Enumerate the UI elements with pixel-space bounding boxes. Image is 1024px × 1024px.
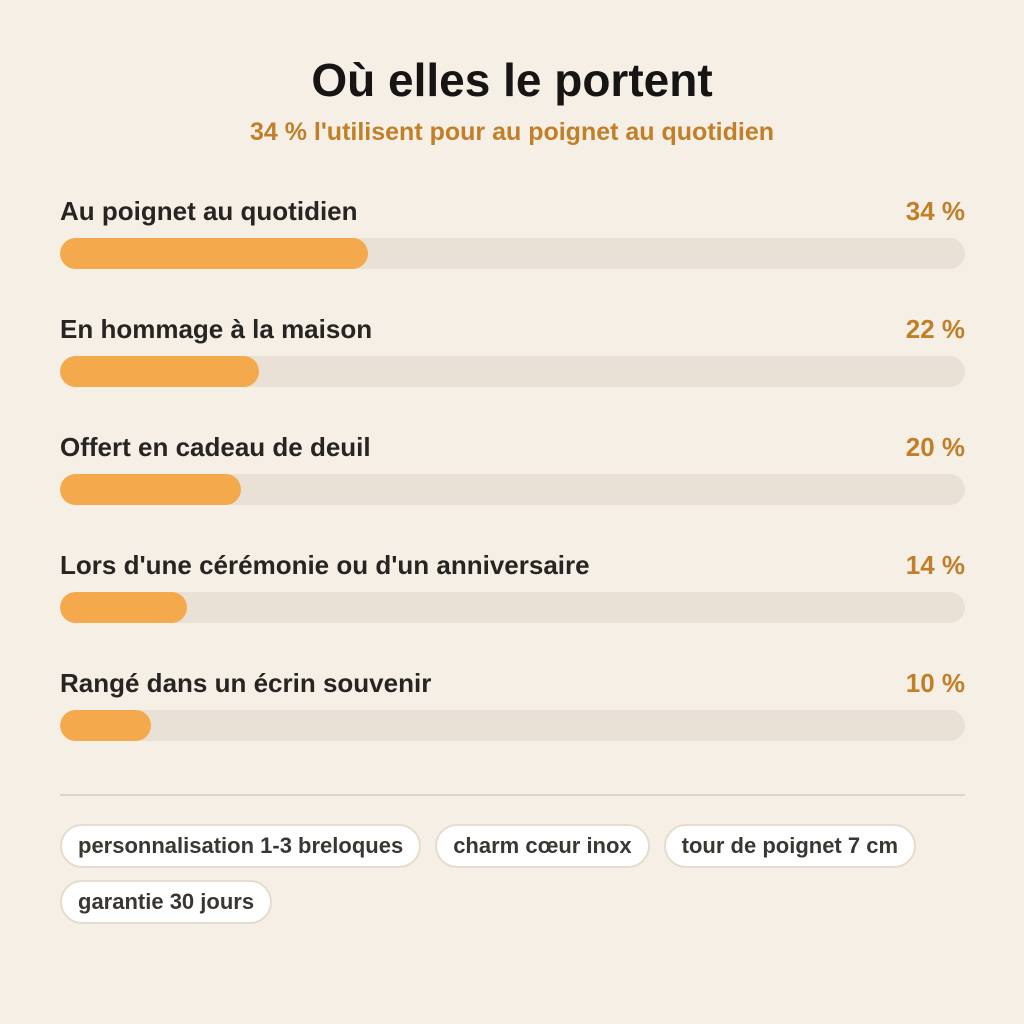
bar-value-label: 34 % bbox=[905, 196, 965, 226]
feature-tag: tour de poignet 7 cm bbox=[663, 824, 917, 868]
bar-row: En hommage à la maison 22 % bbox=[60, 311, 965, 429]
bar-fill bbox=[60, 710, 151, 741]
bar-chart: Au poignet au quotidien 34 % En hommage à … bbox=[60, 193, 965, 783]
chart-title: Où elles le portent bbox=[311, 54, 713, 106]
feature-tag: personnalisation 1-3 breloques bbox=[60, 824, 422, 868]
bar-label: Lors d'une cérémonie ou d'un anniversair… bbox=[60, 550, 590, 580]
bar-track bbox=[60, 710, 965, 741]
bar-fill bbox=[60, 592, 187, 623]
bar-value-label: 10 % bbox=[905, 668, 965, 698]
bar-track bbox=[60, 356, 965, 387]
feature-tag: charm cœur inox bbox=[435, 824, 650, 868]
bar-fill bbox=[60, 356, 259, 387]
bar-row: Rangé dans un écrin souvenir 10 % bbox=[60, 665, 965, 783]
bar-label: En hommage à la maison bbox=[60, 314, 373, 344]
bar-track bbox=[60, 474, 965, 505]
bar-fill bbox=[60, 474, 241, 505]
bar-label: Rangé dans un écrin souvenir bbox=[60, 668, 432, 698]
feature-tag: garantie 30 jours bbox=[60, 880, 273, 924]
tag-list: personnalisation 1-3 breloques charm cœur… bbox=[60, 824, 965, 924]
bar-label: Offert en cadeau de deuil bbox=[60, 432, 371, 462]
bar-value-label: 22 % bbox=[905, 314, 965, 344]
bar-value-label: 20 % bbox=[905, 432, 965, 462]
bar-fill bbox=[60, 238, 368, 269]
bar-label: Au poignet au quotidien bbox=[60, 196, 358, 226]
bar-track bbox=[60, 592, 965, 623]
bar-row: Offert en cadeau de deuil 20 % bbox=[60, 429, 965, 547]
bar-track bbox=[60, 238, 965, 269]
bar-value-label: 14 % bbox=[905, 550, 965, 580]
bar-row: Au poignet au quotidien 34 % bbox=[60, 193, 965, 311]
divider bbox=[60, 794, 965, 796]
bar-row: Lors d'une cérémonie ou d'un anniversair… bbox=[60, 547, 965, 665]
chart-subtitle: 34 % l'utilisent pour au poignet au quot… bbox=[249, 118, 774, 146]
